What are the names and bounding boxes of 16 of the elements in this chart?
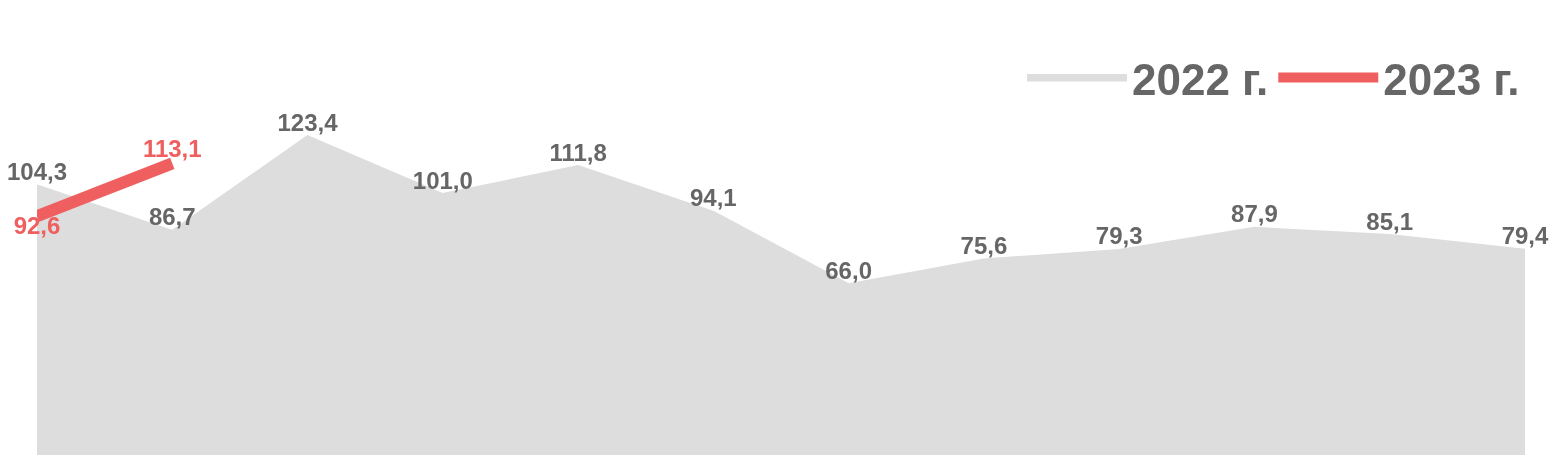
legend-label: 2022 г. <box>1132 54 1269 104</box>
data-label: 86,7 <box>148 203 196 231</box>
data-label: 75,6 <box>960 232 1008 260</box>
data-label: 87,9 <box>1231 200 1278 228</box>
data-label: 85,1 <box>1366 207 1414 235</box>
data-label: 94,1 <box>690 184 737 212</box>
data-label: 79,3 <box>1095 222 1143 250</box>
data-label: 111,8 <box>549 138 607 166</box>
legend-label: 2023 г. <box>1383 54 1520 104</box>
data-label: 66,0 <box>825 256 872 284</box>
data-label: 79,4 <box>1501 222 1549 250</box>
data-label: 104,3 <box>6 158 68 186</box>
data-label: 92,6 <box>13 212 61 240</box>
data-label: 101,0 <box>412 166 473 194</box>
data-label: 113,1 <box>142 135 202 163</box>
data-label: 123,4 <box>277 108 339 136</box>
